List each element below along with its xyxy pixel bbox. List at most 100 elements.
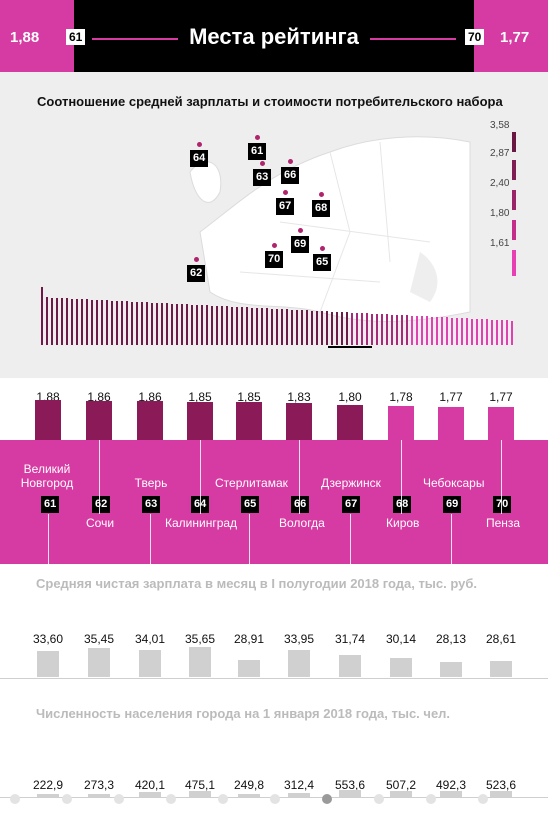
distribution-bar [41, 287, 43, 345]
distribution-bar [396, 314, 398, 345]
distribution-bar [91, 299, 93, 345]
city-rank-badge: 70 [493, 496, 512, 513]
city-divider-line [401, 440, 402, 514]
distribution-bar [291, 309, 293, 345]
salary-bar [490, 660, 512, 677]
population-section-title: Численность населения города на 1 января… [36, 706, 451, 721]
header-right-line [370, 38, 456, 40]
distribution-bar [126, 301, 128, 345]
distribution-bar [406, 315, 408, 345]
europe-map [189, 136, 471, 322]
map-section: Соотношение средней зарплаты и стоимости… [0, 72, 548, 378]
distribution-bar [256, 307, 258, 345]
distribution-bar [341, 312, 343, 345]
salary-value: 34,01 [134, 632, 166, 646]
map-pin [298, 228, 303, 233]
pager-dot [166, 794, 176, 804]
cities-band: Великий Новгород 61 Сочи 62 Тверь 63 Калинингр… [0, 440, 548, 564]
distribution-bar [461, 318, 463, 345]
map-marker-64: 64 [190, 150, 209, 167]
rating-value: 1,78 [389, 390, 413, 404]
rating-value: 1,85 [188, 390, 212, 404]
distribution-bar [496, 319, 498, 345]
city-rank-badge: 66 [291, 496, 310, 513]
distribution-bar [456, 317, 458, 345]
distribution-bar [76, 298, 78, 345]
rating-value: 1,86 [87, 390, 111, 404]
city-divider-line [150, 514, 151, 564]
population-value: 312,4 [283, 778, 315, 792]
map-marker-69: 69 [291, 236, 310, 253]
pager-dot [478, 794, 488, 804]
distribution-bar [451, 317, 453, 345]
distribution-bar [56, 297, 58, 345]
population-bar [139, 791, 161, 797]
header-left-rank: 61 [66, 29, 86, 45]
distribution-bar [121, 301, 123, 345]
distribution-bar [241, 307, 243, 345]
rating-bar [438, 406, 464, 440]
distribution-bar [191, 304, 193, 345]
city-divider-line [350, 514, 351, 564]
distribution-bar [71, 298, 73, 345]
rating-bar [337, 404, 363, 440]
distribution-bar [321, 311, 323, 345]
highlight-underline [328, 346, 372, 348]
map-pin [197, 142, 202, 147]
map-marker-66: 66 [281, 167, 300, 184]
legend-swatch [512, 250, 516, 276]
distribution-bar [131, 301, 133, 345]
rating-value: 1,77 [439, 390, 463, 404]
header-left-value: 1,88 [10, 29, 40, 46]
distribution-bar [221, 306, 223, 345]
city-divider-line [48, 514, 49, 564]
pager-dot [270, 794, 280, 804]
city-label: Сочи [86, 516, 115, 530]
salary-value: 35,65 [184, 632, 216, 646]
distribution-bar [411, 315, 413, 345]
distribution-bar [476, 318, 478, 345]
distribution-bar [226, 306, 228, 345]
salary-bar [288, 650, 310, 677]
salary-bar [238, 660, 260, 677]
distribution-bar [501, 320, 503, 345]
distribution-bar [231, 306, 233, 345]
distribution-bar [491, 319, 493, 345]
salary-value: 28,91 [233, 632, 265, 646]
map-marker-68: 68 [312, 200, 331, 217]
distribution-bar [401, 315, 403, 345]
distribution-bar [326, 311, 328, 345]
city-label: Киров [386, 516, 420, 530]
city-label: Тверь [134, 476, 168, 490]
distribution-bar [431, 316, 433, 345]
population-bar [288, 793, 310, 797]
distribution-bar [156, 302, 158, 345]
distribution-bar [446, 317, 448, 345]
rating-bar [137, 401, 163, 440]
distribution-bar [306, 310, 308, 345]
salary-bar [189, 647, 211, 677]
city-label: Великий Новгород [20, 462, 74, 490]
header-bar: 1,88 61 Места рейтинга 70 1,77 [0, 0, 548, 72]
legend-label: 1,61 [490, 238, 510, 249]
legend-label: 1,80 [490, 208, 510, 219]
distribution-bar [381, 314, 383, 345]
distribution-bar [96, 299, 98, 345]
distribution-bar [296, 309, 298, 345]
population-value: 553,6 [334, 778, 366, 792]
population-bar [88, 793, 110, 797]
distribution-bar [481, 319, 483, 345]
city-divider-line [249, 514, 250, 564]
header-right-rank: 70 [465, 29, 485, 45]
distribution-bar [211, 305, 213, 345]
pager-dot [114, 794, 124, 804]
distribution-bar [316, 310, 318, 345]
distribution-bar [261, 308, 263, 345]
distribution-bar [101, 300, 103, 345]
pager-dot-active [322, 794, 332, 804]
distribution-bar [311, 310, 313, 345]
salary-bar [440, 661, 462, 677]
salary-bar [88, 647, 110, 677]
legend-swatch [512, 190, 516, 210]
rating-value: 1,85 [237, 390, 261, 404]
